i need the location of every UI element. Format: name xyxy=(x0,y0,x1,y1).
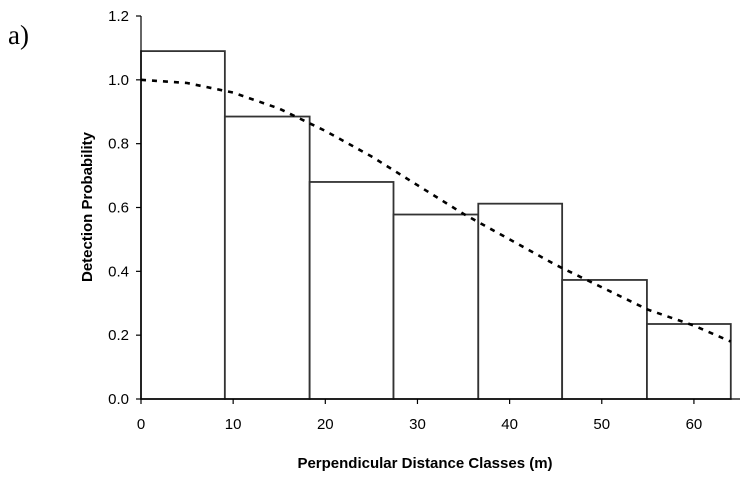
histogram-bar-7 xyxy=(646,323,732,400)
x-axis-ticks: 0 10 20 30 40 50 60 xyxy=(137,399,702,433)
detection-curve xyxy=(140,78,732,343)
panel-label: a) xyxy=(8,20,29,50)
x-axis-title: Perpendicular Distance Classes (m) xyxy=(297,455,552,472)
y-axis-ticks: 0.0 0.2 0.4 0.6 0.8 1.0 1.2 xyxy=(108,8,141,408)
y-tick-label: 1.0 xyxy=(108,72,129,89)
histogram-bar-1 xyxy=(140,50,226,400)
y-tick-label: 0.0 xyxy=(108,391,129,408)
y-tick-label: 0.2 xyxy=(108,327,129,344)
y-axis-title: Detection Probability xyxy=(79,131,96,282)
x-tick-label: 0 xyxy=(137,416,145,433)
histogram-bar-5 xyxy=(477,202,564,400)
y-tick-label: 1.2 xyxy=(108,8,129,25)
x-tick-label: 10 xyxy=(225,416,242,433)
detection-function-curve xyxy=(140,78,732,343)
x-tick-label: 40 xyxy=(501,416,518,433)
histogram-bar-4 xyxy=(392,213,480,400)
histogram-bar-3 xyxy=(308,181,395,400)
x-tick-label: 60 xyxy=(686,416,703,433)
x-tick-label: 50 xyxy=(593,416,610,433)
y-tick-label: 0.4 xyxy=(108,263,129,280)
x-tick-label: 20 xyxy=(317,416,334,433)
y-tick-label: 0.8 xyxy=(108,136,129,153)
x-tick-label: 30 xyxy=(409,416,426,433)
y-tick-label: 0.6 xyxy=(108,200,129,217)
histogram-bar-2 xyxy=(223,115,311,400)
histogram-bars xyxy=(140,50,732,400)
histogram-bar-6 xyxy=(561,279,648,400)
